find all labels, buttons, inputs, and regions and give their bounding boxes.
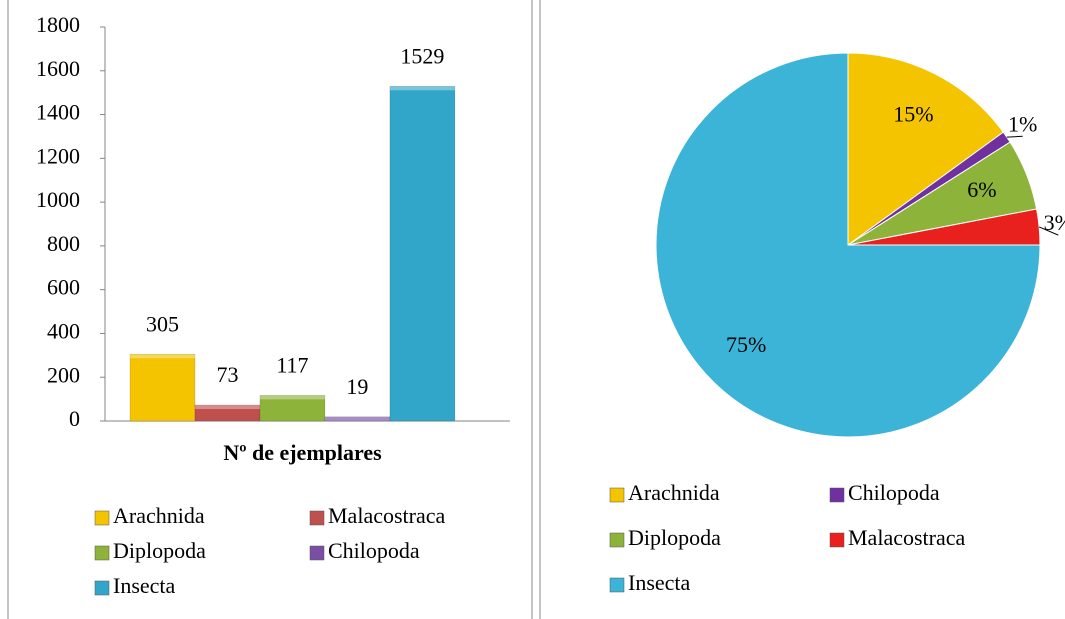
y-tick-label: 400: [47, 318, 80, 343]
data-label: 1%: [1008, 111, 1037, 136]
data-label: 1529: [400, 43, 444, 68]
bar-bevel: [130, 354, 195, 359]
legend-label: Malacostraca: [328, 503, 445, 528]
legend-swatch: [94, 545, 110, 561]
data-label: 117: [276, 352, 308, 377]
y-tick-label: 1200: [36, 143, 80, 168]
data-label: 6%: [967, 177, 996, 202]
legend-label: Arachnida: [113, 503, 205, 528]
legend-swatch: [829, 532, 845, 548]
data-label: 15%: [893, 102, 933, 127]
legend-label: Diplopoda: [628, 525, 721, 550]
data-label: 19: [346, 374, 368, 399]
x-tick-label: Nº de ejemplares: [223, 440, 382, 465]
legend-swatch: [94, 580, 110, 596]
y-tick-label: 800: [47, 231, 80, 256]
bar-bevel: [259, 395, 325, 400]
y-tick-label: 1800: [36, 12, 80, 37]
pie-slice: [655, 52, 1041, 438]
bar-bevel: [389, 86, 455, 91]
legend-label: Diplopoda: [113, 538, 206, 563]
data-label: 75%: [726, 332, 766, 357]
legend-swatch: [309, 510, 325, 526]
bar: [129, 353, 196, 422]
leader-line: [1038, 226, 1059, 236]
y-tick-label: 600: [47, 275, 80, 300]
bar: [389, 86, 456, 422]
legend-swatch: [309, 545, 325, 561]
y-tick-label: 1000: [36, 187, 80, 212]
legend-label: Insecta: [628, 570, 691, 595]
legend-swatch: [609, 532, 625, 548]
legend-label: Chilopoda: [328, 538, 420, 563]
bar-bevel: [324, 416, 390, 421]
data-label: 3%: [1044, 210, 1065, 235]
bar: [259, 395, 326, 422]
bar-bevel: [194, 405, 260, 410]
pie-slice: [847, 52, 1005, 246]
legend-label: Malacostraca: [848, 525, 965, 550]
y-tick-label: 200: [47, 362, 80, 387]
legend-swatch: [609, 487, 625, 503]
y-tick-label: 1400: [36, 100, 80, 125]
leader-line: [1006, 135, 1023, 138]
y-tick-label: 1600: [36, 56, 80, 81]
y-tick-label: 0: [69, 406, 80, 431]
data-label: 305: [146, 311, 179, 336]
legend-label: Chilopoda: [848, 480, 940, 505]
data-label: 73: [216, 362, 238, 387]
legend-label: Insecta: [113, 573, 176, 598]
legend-swatch: [829, 487, 845, 503]
legend-label: Arachnida: [628, 480, 720, 505]
legend-swatch: [609, 577, 625, 593]
legend-swatch: [94, 510, 110, 526]
